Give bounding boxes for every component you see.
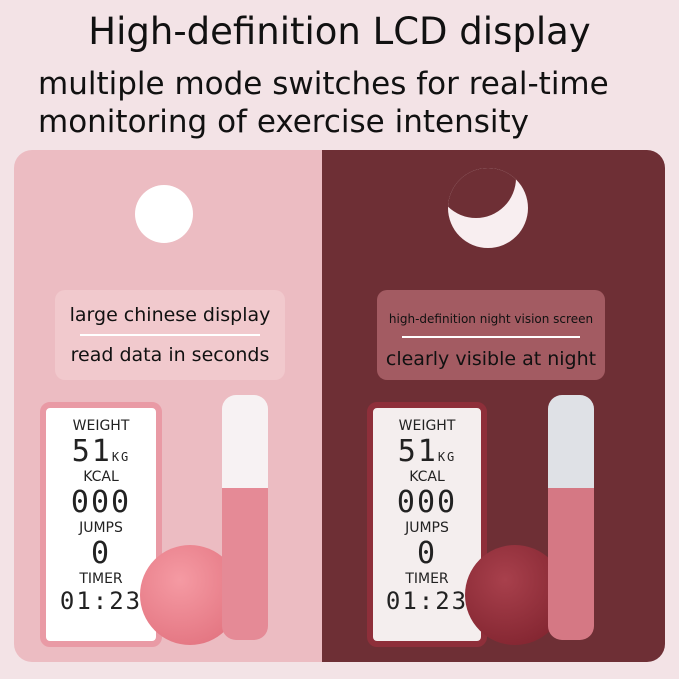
day-caption-box: large chinese display read data in secon…	[55, 290, 285, 380]
kcal-value: 000	[396, 485, 458, 520]
kcal-label: KCAL	[409, 469, 445, 485]
weight-value: 51	[71, 434, 112, 469]
weight-unit: KG	[437, 450, 457, 464]
sun-icon	[135, 185, 193, 243]
jump-rope-handle-night	[548, 395, 594, 640]
day-caption-1: large chinese display	[69, 304, 271, 326]
night-caption-box: high-definition night vision screen clea…	[377, 290, 605, 380]
timer-value: 01:23	[59, 587, 143, 615]
night-caption-2: clearly visible at night	[385, 348, 597, 370]
kcal-value: 000	[70, 485, 132, 520]
night-caption-1: high-definition night vision screen	[388, 312, 594, 326]
subtitle-line-2: monitoring of exercise intensity	[38, 104, 530, 140]
day-caption-2: read data in seconds	[70, 344, 270, 366]
moon-icon	[448, 168, 528, 248]
jumps-value: 0	[90, 536, 112, 571]
jumps-value: 0	[416, 536, 438, 571]
jumps-label: JUMPS	[405, 520, 449, 536]
timer-value: 01:23	[385, 587, 469, 615]
timer-label: TIMER	[79, 571, 123, 587]
weight-label: WEIGHT	[72, 418, 130, 434]
subtitle-line-1: multiple mode switches for real-time	[38, 66, 609, 102]
jump-rope-handle	[222, 395, 268, 640]
weight-value: 51	[397, 434, 438, 469]
jumps-label: JUMPS	[79, 520, 123, 536]
weight-unit: KG	[111, 450, 131, 464]
page-title: High-definition LCD display	[88, 10, 591, 53]
weight-label: WEIGHT	[398, 418, 456, 434]
kcal-label: KCAL	[83, 469, 119, 485]
timer-label: TIMER	[405, 571, 449, 587]
